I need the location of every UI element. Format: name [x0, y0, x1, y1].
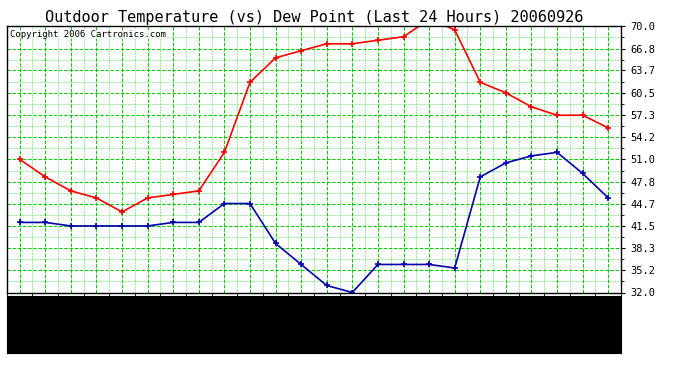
Text: Copyright 2006 Cartronics.com: Copyright 2006 Cartronics.com	[10, 30, 166, 39]
Title: Outdoor Temperature (vs) Dew Point (Last 24 Hours) 20060926: Outdoor Temperature (vs) Dew Point (Last…	[45, 10, 583, 25]
